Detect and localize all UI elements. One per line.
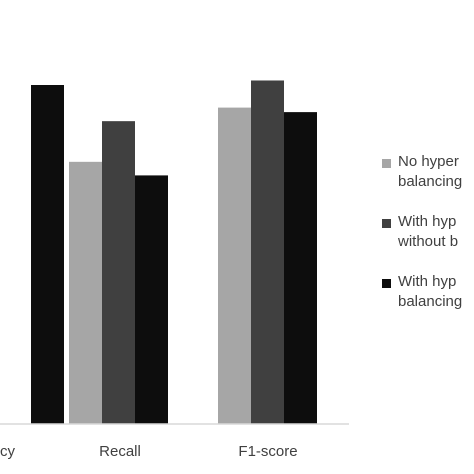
bar-f1-score-series-1 (218, 107, 251, 424)
legend-swatch (382, 219, 391, 228)
legend-label-line: With hyp (398, 273, 457, 290)
legend-label: With hyp without b (398, 212, 474, 252)
legend-label-line: With hyp (398, 213, 457, 230)
x-tick-label: Recall (99, 443, 141, 460)
bar-recall-series-1 (69, 161, 102, 424)
x-tick-labels: cy Recall F1-score (0, 443, 298, 460)
x-tick-label: cy (0, 443, 16, 460)
legend-swatch (382, 279, 391, 288)
legend-label-line: No hyper (398, 153, 459, 170)
bar-f1-score-series-3 (284, 112, 317, 425)
bar-accuracy-series-3 (31, 85, 64, 424)
bars-group (31, 80, 317, 425)
legend-label-line: balancing (398, 173, 463, 190)
legend-label-line: without b (398, 233, 459, 250)
bar-recall-series-3 (135, 175, 168, 424)
legend-label: No hyper balancing (398, 152, 474, 192)
legend-label: With hyp balancing (398, 272, 474, 312)
legend-swatch (382, 159, 391, 168)
x-tick-label: F1-score (238, 443, 297, 460)
legend-label-line: balancing (398, 293, 463, 310)
bar-f1-score-series-2 (251, 80, 284, 424)
bar-recall-series-2 (102, 121, 135, 424)
